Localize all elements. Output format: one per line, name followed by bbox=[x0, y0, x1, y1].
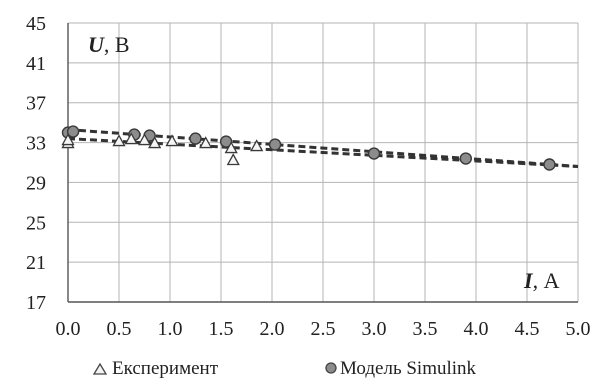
point-simulink bbox=[66, 125, 80, 138]
x-axis-unit: , А bbox=[533, 268, 560, 293]
point-experiment bbox=[137, 133, 152, 146]
x-axis-var: I bbox=[523, 268, 534, 293]
x-tick-label: 4.0 bbox=[464, 318, 489, 340]
point-simulink bbox=[459, 152, 472, 165]
y-tick-label: 33 bbox=[26, 133, 46, 155]
data-points bbox=[61, 125, 556, 171]
x-tick-label: 4.5 bbox=[515, 318, 540, 340]
legend-circle-icon bbox=[325, 362, 337, 374]
tick-labels: 0.0 0.5 1.0 1.5 2.0 2.5 3.0 3.5 4.0 4.5 5.0 17 21 25 2… bbox=[26, 13, 591, 340]
x-axis-label: I, А bbox=[523, 268, 560, 293]
x-tick-label: 3.0 bbox=[362, 318, 387, 340]
y-tick-label: 29 bbox=[26, 172, 46, 194]
x-tick-label: 0.5 bbox=[107, 318, 132, 340]
point-experiment bbox=[226, 153, 240, 166]
y-axis-unit: , В bbox=[104, 32, 130, 57]
point-simulink bbox=[543, 158, 556, 171]
axes bbox=[67, 23, 578, 303]
point-experiment bbox=[250, 139, 264, 152]
x-tick-label: 2.5 bbox=[311, 318, 336, 340]
y-axis-label: U, В bbox=[88, 32, 130, 57]
point-experiment bbox=[199, 136, 213, 149]
legend-triangle-icon bbox=[92, 362, 108, 375]
point-simulink bbox=[367, 147, 381, 160]
x-tick-label: 0.0 bbox=[56, 318, 81, 340]
y-tick-label: 17 bbox=[26, 292, 46, 314]
legend-label-experiment: Експеримент bbox=[112, 358, 219, 379]
point-experiment bbox=[224, 141, 238, 154]
x-tick-label: 5.0 bbox=[566, 318, 591, 340]
legend-item-simulink: Модель Simulink bbox=[325, 358, 477, 379]
y-tick-label: 25 bbox=[26, 212, 46, 234]
point-experiment bbox=[112, 134, 126, 147]
y-tick-label: 41 bbox=[26, 53, 46, 75]
y-tick-label: 45 bbox=[26, 13, 46, 35]
y-tick-label: 21 bbox=[26, 252, 46, 274]
point-experiment bbox=[165, 134, 179, 147]
legend-item-experiment: Експеримент bbox=[92, 358, 219, 379]
point-experiment bbox=[124, 132, 138, 145]
point-experiment bbox=[148, 136, 162, 149]
point-simulink bbox=[268, 138, 282, 151]
x-tick-label: 3.5 bbox=[413, 318, 438, 340]
point-simulink bbox=[219, 135, 233, 148]
trendline-experiment bbox=[67, 137, 579, 168]
legend-label-simulink: Модель Simulink bbox=[340, 358, 477, 379]
y-axis-var: U bbox=[88, 32, 105, 57]
y-tick-label: 37 bbox=[26, 93, 46, 115]
legend: Експеримент Модель Simulink bbox=[92, 358, 477, 379]
trendlines bbox=[67, 128, 579, 168]
x-tick-label: 2.0 bbox=[260, 318, 285, 340]
point-experiment bbox=[61, 133, 75, 146]
x-tick-label: 1.5 bbox=[209, 318, 234, 340]
x-tick-label: 1.0 bbox=[158, 318, 183, 340]
point-simulink bbox=[189, 132, 202, 145]
trendline-simulink bbox=[67, 128, 579, 168]
